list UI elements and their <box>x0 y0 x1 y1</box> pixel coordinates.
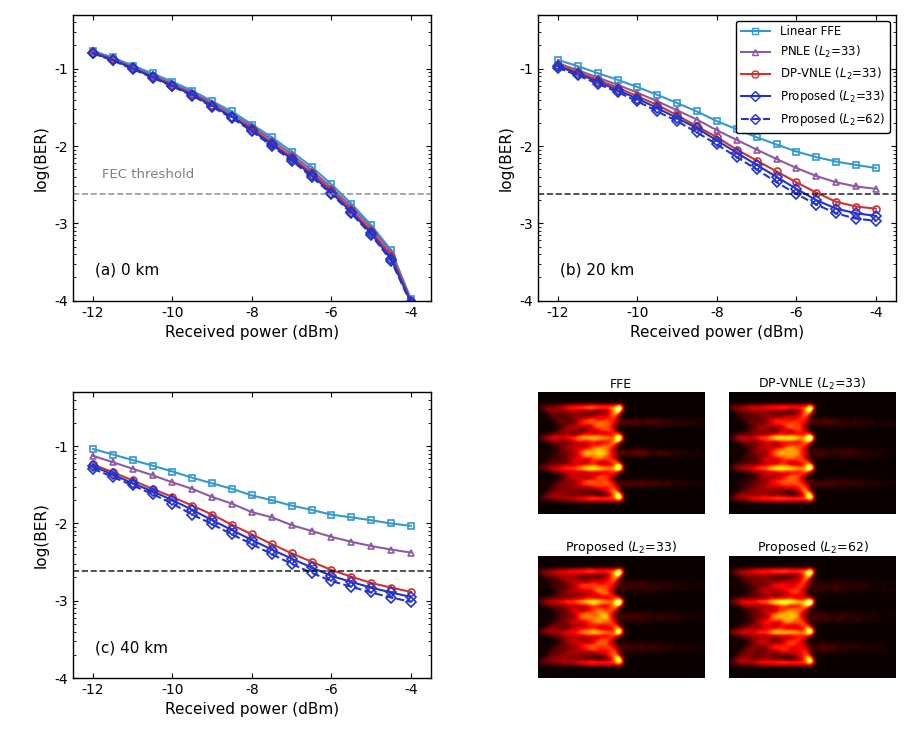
Y-axis label: log(BER): log(BER) <box>499 125 514 191</box>
X-axis label: Received power (dBm): Received power (dBm) <box>165 702 339 717</box>
Text: (c) 40 km: (c) 40 km <box>94 640 167 655</box>
Legend: Linear FFE, PNLE ($L_2$=33), DP-VNLE ($L_2$=33), Proposed ($L_2$=33), Proposed (: Linear FFE, PNLE ($L_2$=33), DP-VNLE ($L… <box>736 21 890 133</box>
Title: Proposed ($L_2$=33): Proposed ($L_2$=33) <box>565 539 677 556</box>
Title: Proposed ($L_2$=62): Proposed ($L_2$=62) <box>757 539 868 556</box>
Y-axis label: log(BER): log(BER) <box>34 502 49 568</box>
Y-axis label: log(BER): log(BER) <box>34 125 49 191</box>
Text: (a) 0 km: (a) 0 km <box>94 263 159 278</box>
Title: FFE: FFE <box>611 378 632 391</box>
Text: (b) 20 km: (b) 20 km <box>559 263 633 278</box>
Title: DP-VNLE ($L_2$=33): DP-VNLE ($L_2$=33) <box>759 376 866 392</box>
Text: FEC threshold: FEC threshold <box>101 167 194 181</box>
X-axis label: Received power (dBm): Received power (dBm) <box>165 325 339 340</box>
X-axis label: Received power (dBm): Received power (dBm) <box>630 325 804 340</box>
